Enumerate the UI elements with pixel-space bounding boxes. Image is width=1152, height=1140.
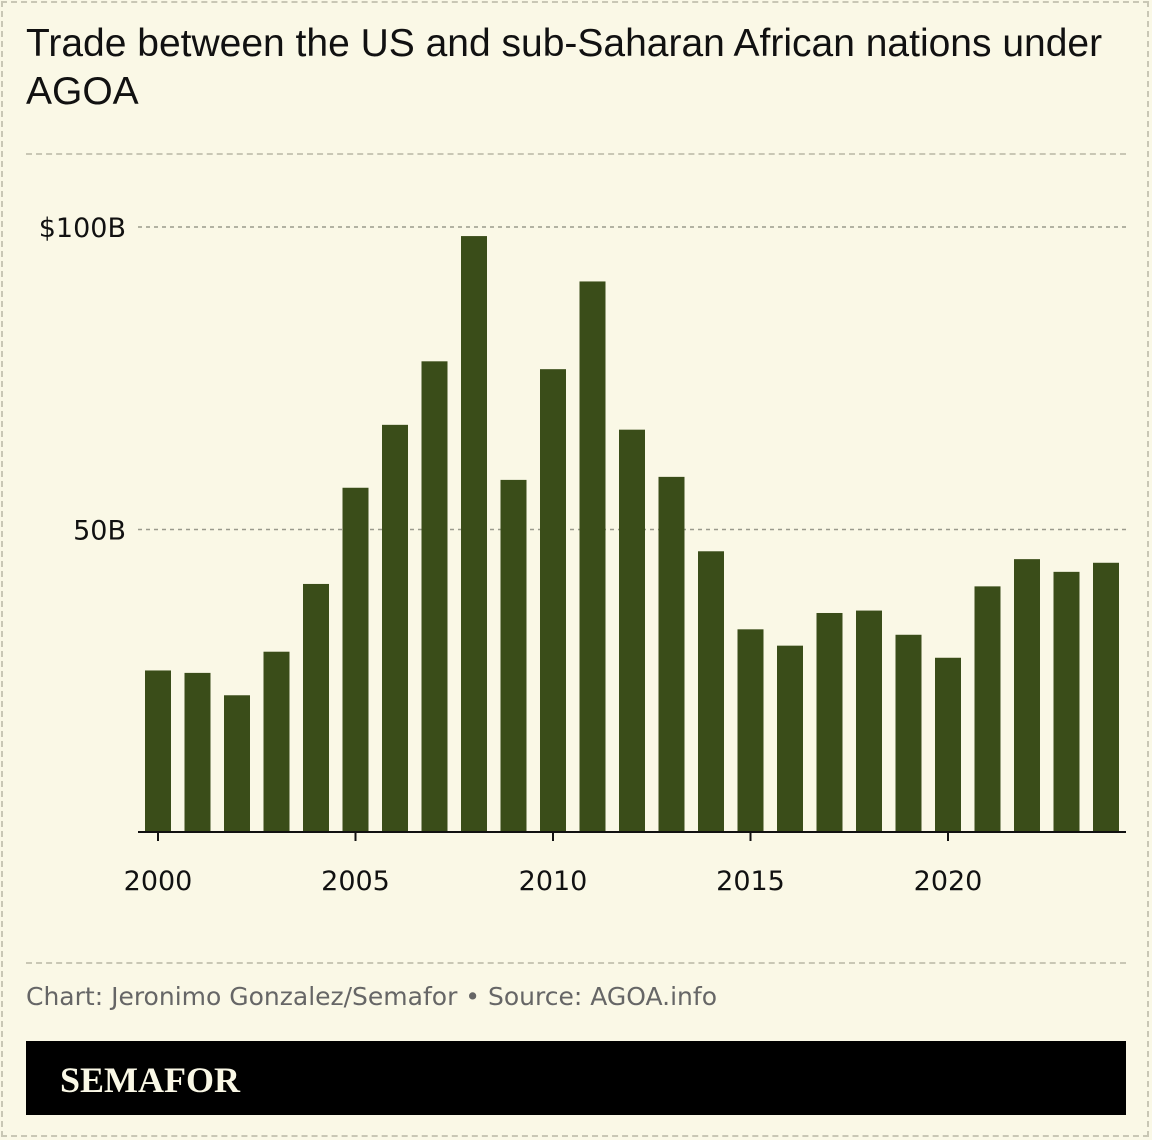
bar-2014	[698, 551, 724, 832]
bar-2015	[737, 629, 764, 832]
bar-2023	[1053, 571, 1080, 832]
bar-2004	[303, 583, 329, 832]
bar-2006	[382, 424, 408, 832]
footer-divider	[26, 962, 1126, 964]
y-tick-label: $100B	[39, 213, 126, 244]
bar-2024	[1093, 562, 1119, 832]
bar-2019	[895, 634, 922, 832]
bar-2018	[856, 610, 882, 832]
title-divider	[26, 153, 1126, 155]
bar-2020	[935, 657, 961, 832]
x-tick-label: 2015	[716, 866, 785, 897]
y-tick-label: 50B	[73, 516, 126, 547]
semafor-logo: SEMAFOR	[60, 1060, 240, 1100]
x-tick-label: 2000	[124, 866, 193, 897]
bar-2017	[816, 612, 843, 832]
bar-2011	[579, 281, 606, 832]
bar-chart: $100B 50B 2000 2005 2010 2015 2020	[39, 213, 1126, 897]
bar-2009	[500, 479, 527, 832]
bar-2022	[1014, 559, 1040, 832]
x-tick-label: 2020	[914, 866, 983, 897]
bar-2005	[342, 487, 369, 832]
bar-2002	[224, 695, 250, 832]
bar-2003	[263, 651, 290, 832]
bar-2007	[421, 361, 448, 832]
bar-2010	[540, 369, 566, 832]
x-tick-label: 2010	[519, 866, 588, 897]
bar-2000	[145, 670, 171, 832]
x-tick-label: 2005	[321, 866, 390, 897]
bar-2016	[777, 645, 803, 832]
bar-2013	[658, 476, 685, 832]
source-note: Chart: Jeronimo Gonzalez/Semafor • Sourc…	[26, 982, 718, 1011]
bar-2001	[184, 672, 211, 832]
chart-title: Trade between the US and sub-Saharan Afr…	[26, 22, 1103, 113]
bar-2012	[619, 429, 645, 832]
brand-bar: SEMAFOR	[26, 1041, 1126, 1115]
bar-2021	[974, 586, 1001, 832]
bar-2008	[461, 236, 487, 832]
